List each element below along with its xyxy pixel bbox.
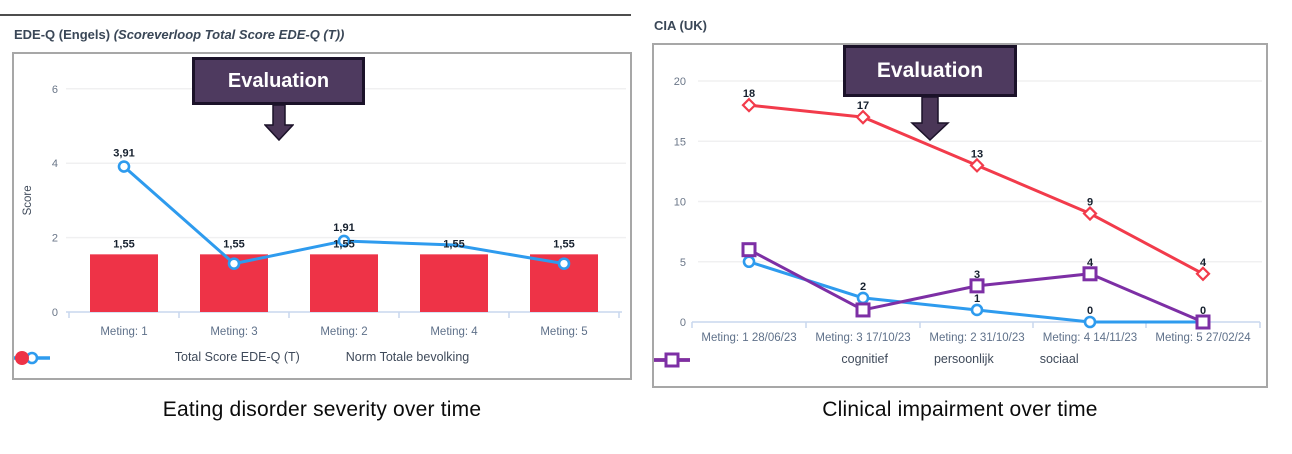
svg-text:1,91: 1,91 bbox=[333, 222, 354, 234]
legend-label: Norm Totale bevolking bbox=[345, 350, 470, 364]
edeq-caption: Eating disorder severity over time bbox=[162, 398, 482, 421]
cia-title-main: CIA (UK) bbox=[654, 18, 707, 33]
svg-text:18: 18 bbox=[743, 88, 755, 100]
svg-text:4: 4 bbox=[1200, 257, 1207, 269]
evaluation-arrow-icon bbox=[263, 105, 294, 142]
svg-text:0: 0 bbox=[1087, 305, 1093, 317]
legend-label: cognitief bbox=[841, 352, 888, 366]
svg-text:3: 3 bbox=[974, 269, 980, 281]
svg-text:1,55: 1,55 bbox=[553, 238, 574, 250]
svg-text:3,91: 3,91 bbox=[113, 148, 134, 160]
legend-item-sociaal[interactable]: sociaal bbox=[654, 352, 1079, 368]
legend-label: persoonlijk bbox=[933, 352, 994, 366]
svg-text:Meting: 5 27/02/24: Meting: 5 27/02/24 bbox=[1155, 332, 1251, 344]
svg-text:Meting: 3 17/10/23: Meting: 3 17/10/23 bbox=[815, 332, 910, 344]
svg-text:1: 1 bbox=[974, 293, 980, 305]
svg-text:Score: Score bbox=[22, 185, 34, 215]
legend-label: Total Score EDE-Q (T) bbox=[174, 350, 300, 364]
evaluation-label: Evaluation bbox=[192, 57, 365, 105]
svg-text:17: 17 bbox=[857, 100, 869, 112]
svg-text:Meting: 2 31/10/23: Meting: 2 31/10/23 bbox=[929, 332, 1024, 344]
evaluation-label: Evaluation bbox=[843, 45, 1017, 97]
legend-item-cognitief[interactable]: cognitief bbox=[654, 352, 888, 367]
cia-chart-title: CIA (UK) bbox=[654, 18, 707, 33]
cia-legend: cognitief persoonlijk sociaal bbox=[654, 352, 1266, 368]
svg-text:4: 4 bbox=[1087, 257, 1094, 269]
svg-text:Meting: 1 28/06/23: Meting: 1 28/06/23 bbox=[701, 332, 796, 344]
svg-text:0: 0 bbox=[1200, 305, 1206, 317]
svg-text:5: 5 bbox=[680, 257, 686, 269]
legend-item-persoonlijk[interactable]: persoonlijk bbox=[654, 352, 994, 368]
svg-text:Meting: 4: Meting: 4 bbox=[430, 326, 478, 338]
svg-text:4: 4 bbox=[52, 158, 58, 170]
evaluation-annotation-left: Evaluation bbox=[192, 57, 365, 142]
legend-item-norm-totale-bevolking[interactable]: Norm Totale bevolking bbox=[15, 350, 470, 365]
cia-caption: Clinical impairment over time bbox=[822, 398, 1098, 421]
svg-text:Meting: 2: Meting: 2 bbox=[320, 326, 367, 338]
svg-text:10: 10 bbox=[674, 197, 686, 209]
edeq-legend: Total Score EDE-Q (T) Norm Totale bevolki… bbox=[14, 350, 630, 365]
edeq-title-sub: (Scoreverloop Total Score EDE-Q (T)) bbox=[113, 27, 345, 42]
svg-text:1,55: 1,55 bbox=[443, 238, 464, 250]
svg-text:0: 0 bbox=[680, 317, 686, 329]
edeq-chart-panel: 0 2 4 6 Score Meting: 1 Meting: 3 Meting: 2 Meti… bbox=[12, 52, 632, 380]
legend-item-total-score-ede-q-t-[interactable]: Total Score EDE-Q (T) bbox=[14, 350, 300, 365]
svg-text:20: 20 bbox=[674, 76, 686, 88]
top-divider bbox=[0, 14, 631, 16]
legend-dot-icon bbox=[15, 351, 29, 365]
svg-text:15: 15 bbox=[674, 136, 686, 148]
legend-line-marker-icon bbox=[654, 352, 690, 368]
svg-text:Meting: 4 14/11/23: Meting: 4 14/11/23 bbox=[1043, 332, 1137, 344]
svg-text:2: 2 bbox=[860, 281, 866, 293]
svg-text:Meting: 1: Meting: 1 bbox=[100, 326, 147, 338]
svg-text:9: 9 bbox=[1087, 197, 1093, 209]
svg-text:6: 6 bbox=[52, 84, 58, 96]
svg-text:1,55: 1,55 bbox=[113, 238, 134, 250]
svg-text:Meting: 5: Meting: 5 bbox=[540, 326, 587, 338]
edeq-chart-title: EDE-Q (Engels) (Scoreverloop Total Score… bbox=[14, 27, 344, 42]
edeq-chart: 0 2 4 6 Score Meting: 1 Meting: 3 Meting: 2 Meti… bbox=[22, 84, 626, 338]
svg-text:Meting: 3: Meting: 3 bbox=[210, 326, 257, 338]
svg-text:1,55: 1,55 bbox=[223, 238, 244, 250]
svg-text:2: 2 bbox=[52, 233, 58, 245]
svg-text:1,55: 1,55 bbox=[333, 238, 354, 250]
legend-label: sociaal bbox=[1039, 352, 1079, 366]
svg-text:0: 0 bbox=[52, 307, 58, 319]
svg-text:13: 13 bbox=[971, 148, 983, 160]
evaluation-arrow-icon bbox=[910, 97, 950, 142]
evaluation-annotation-right: Evaluation bbox=[843, 45, 1017, 142]
edeq-title-main: EDE-Q (Engels) bbox=[14, 27, 111, 42]
cia-chart-panel: 0 5 10 15 20 Meting: 1 28/06/23 Meting: 3 17/1… bbox=[652, 43, 1268, 388]
